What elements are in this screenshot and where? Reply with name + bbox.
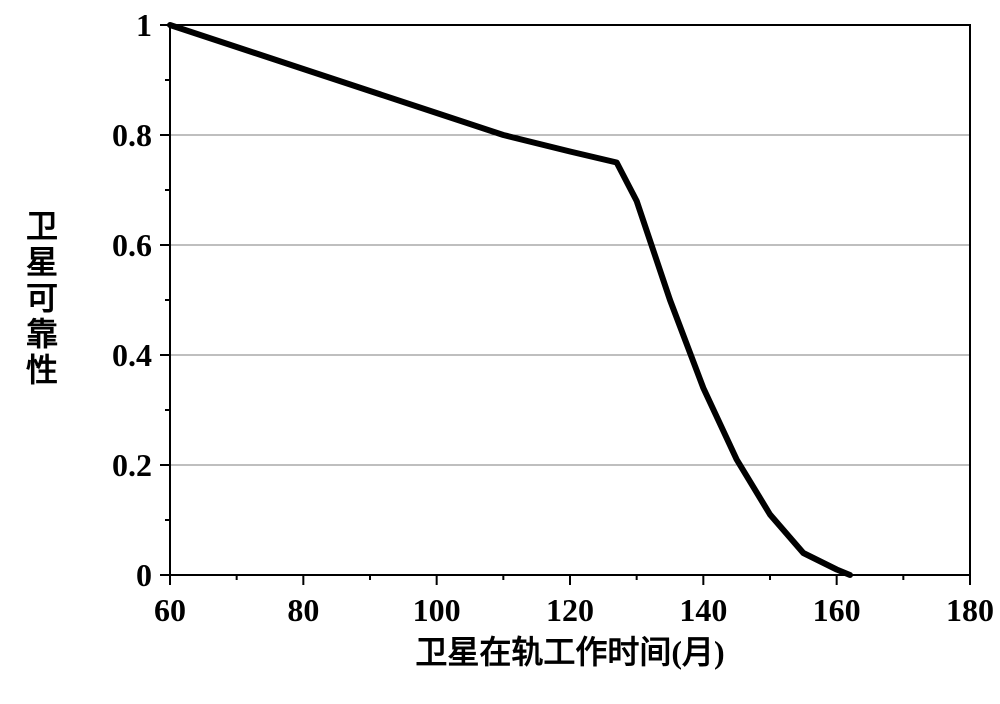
x-tick-label: 160: [813, 592, 861, 628]
y-tick-label: 0.4: [112, 337, 152, 373]
chart-svg: 60 80 100 120 140 160 180 0 0.2 0.4 0.6 0.8 1 卫星在轨工作时…: [0, 0, 1000, 704]
x-tick-label: 100: [413, 592, 461, 628]
y-tick-label: 1: [136, 7, 152, 43]
y-tick-label: 0.8: [112, 117, 152, 153]
y-tick-label: 0.2: [112, 447, 152, 483]
y-axis-label-char: 星: [26, 244, 58, 280]
y-axis-label-char: 性: [26, 352, 58, 388]
reliability-chart: 60 80 100 120 140 160 180 0 0.2 0.4 0.6 0.8 1 卫星在轨工作时…: [0, 0, 1000, 704]
x-tick-label: 140: [679, 592, 727, 628]
y-axis-label-char: 可: [26, 280, 58, 316]
x-tick-label: 120: [546, 592, 594, 628]
x-axis-label: 卫星在轨工作时间(月): [415, 634, 724, 670]
y-tick-label: 0.6: [112, 227, 152, 263]
y-tick-label: 0: [136, 557, 152, 593]
x-tick-label: 80: [287, 592, 319, 628]
x-tick-label: 180: [946, 592, 994, 628]
y-axis-label-char: 卫: [26, 208, 58, 244]
y-axis-label-char: 靠: [26, 316, 58, 352]
x-tick-label: 60: [154, 592, 186, 628]
